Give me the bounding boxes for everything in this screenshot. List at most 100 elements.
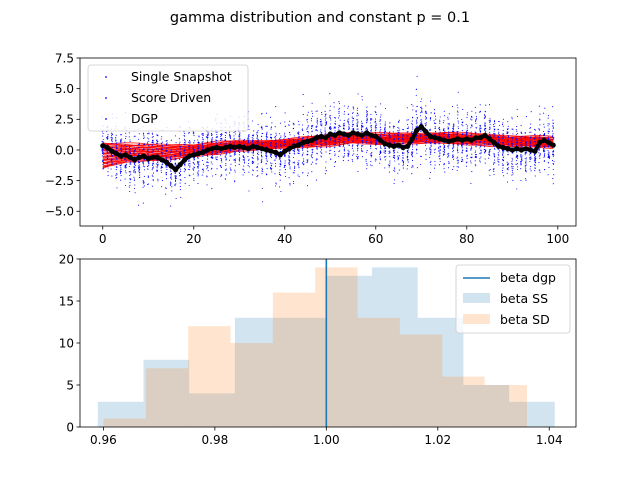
snapshot-point [307,136,309,139]
snapshot-point [433,167,436,169]
snapshot-point [452,142,455,144]
dgp-point [291,143,297,149]
snapshot-point [238,148,240,150]
snapshot-point [334,137,336,139]
snapshot-point [389,135,391,137]
snapshot-point [157,145,159,147]
snapshot-point [374,110,376,112]
snapshot-point [165,156,167,158]
snapshot-point [434,113,436,115]
snapshot-point [220,158,223,160]
snapshot-point [206,158,209,160]
snapshot-point [430,145,432,147]
snapshot-point [125,165,127,167]
snapshot-point [193,163,196,165]
dgp-point [304,138,311,144]
snapshot-point [480,153,482,155]
snapshot-point [466,129,469,131]
snapshot-point [378,153,381,155]
snapshot-point [143,144,145,146]
snapshot-point [120,139,122,141]
dgp-point [527,147,534,153]
snapshot-point [143,132,145,134]
snapshot-point [256,166,258,168]
dgp-line-group [100,124,556,173]
snapshot-point [297,132,299,134]
snapshot-point [407,135,409,137]
snapshot-point [497,148,499,150]
dgp-point [177,162,183,168]
snapshot-point [374,140,377,142]
dgp-point [523,146,529,152]
snapshot-point [547,174,549,176]
snapshot-point [497,133,499,135]
snapshot-point [457,120,459,122]
snapshot-point [230,169,232,171]
snapshot-point [320,124,322,126]
snapshot-point [411,124,413,126]
snapshot-point [375,132,377,134]
snapshot-point [125,135,127,137]
snapshot-point [511,145,513,147]
snapshot-point [453,124,455,126]
snapshot-point [507,121,509,123]
snapshot-point [524,152,526,154]
snapshot-point [380,146,382,148]
snapshot-point [357,121,359,124]
snapshot-point [435,118,437,120]
snapshot-point [485,104,487,106]
snapshot-point [411,120,413,122]
snapshot-point [543,130,545,133]
snapshot-point [183,155,185,157]
snapshot-point [375,128,377,130]
snapshot-point [233,142,235,144]
snapshot-point [324,141,326,143]
snapshot-point [316,125,318,128]
snapshot-point [333,151,336,153]
snapshot-point [430,141,432,143]
snapshot-point [133,152,135,154]
snapshot-point [397,126,399,128]
snapshot-point [219,154,221,156]
beta-sd-bar [315,267,358,427]
snapshot-point [342,141,344,143]
snapshot-point [479,131,482,133]
snapshot-point [438,127,440,129]
snapshot-point [292,128,295,130]
snapshot-point [302,133,304,135]
snapshot-point [329,116,331,118]
snapshot-point [543,149,545,151]
snapshot-point [493,162,495,164]
snapshot-point [129,161,132,163]
snapshot-point [421,130,423,132]
snapshot-point [456,149,458,151]
snapshot-point [529,157,531,159]
snapshot-point [384,156,386,158]
snapshot-point [553,163,555,165]
snapshot-point [179,147,181,149]
snapshot-point [230,150,232,152]
snapshot-point [142,148,144,150]
snapshot-point [533,144,535,146]
snapshot-point [138,170,140,172]
snapshot-point [133,179,135,181]
snapshot-point [530,143,532,145]
snapshot-point [347,120,349,123]
snapshot-point [106,154,109,157]
snapshot-point [516,159,518,161]
snapshot-point [265,138,268,140]
snapshot-point [257,159,259,161]
snapshot-point [502,151,504,154]
snapshot-point [284,153,286,155]
snapshot-point [311,144,313,147]
snapshot-point [170,177,172,179]
snapshot-point [425,122,427,124]
snapshot-point [251,157,253,159]
dgp-point [382,141,388,147]
dgp-point [441,137,447,143]
snapshot-point [538,129,540,131]
snapshot-point [484,117,486,119]
snapshot-point [151,169,153,171]
snapshot-point [156,170,158,172]
snapshot-point [502,150,504,152]
